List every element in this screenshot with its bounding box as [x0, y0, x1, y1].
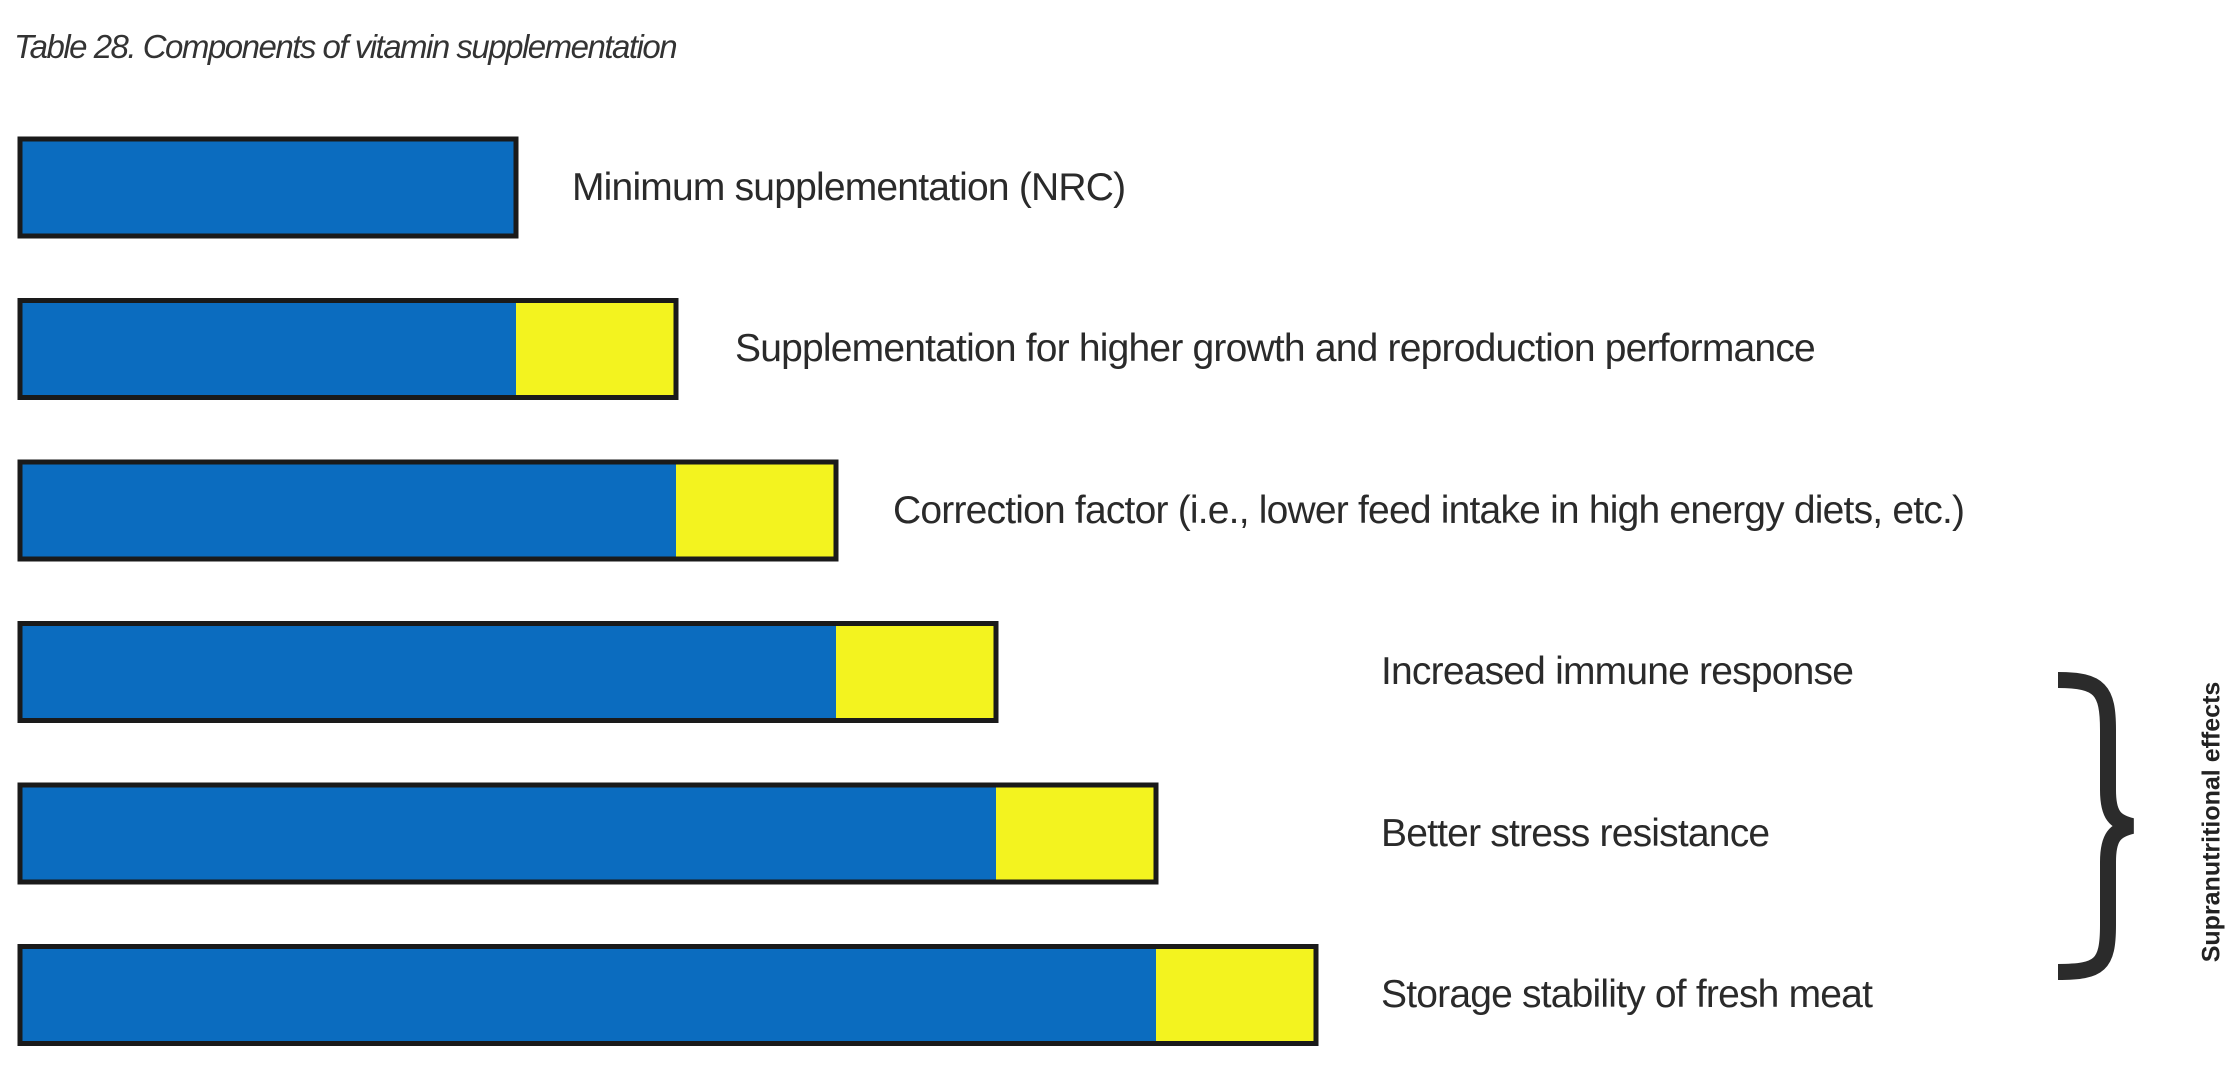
bar-segment-increment [836, 623, 996, 721]
bar-segment-base [20, 300, 516, 398]
bar-outline [17, 944, 1319, 1046]
chart-title: Table 28. Components of vitamin suppleme… [14, 28, 678, 65]
bar-segment-base [20, 462, 676, 559]
bar-outline [17, 136, 519, 239]
bar-outline [17, 782, 1159, 885]
bar-segment-base [20, 139, 516, 236]
supranutritional-effects-label: Supranutritional effects [2197, 681, 2226, 963]
bar-segment-base [20, 946, 1156, 1044]
bar-segment-base [20, 623, 836, 721]
category-label: Supplementation for higher growth and re… [735, 327, 1816, 370]
category-label: Correction factor (i.e., lower feed inta… [893, 488, 1965, 532]
bar-segment-increment [676, 462, 836, 559]
bar-outline [17, 621, 999, 723]
bar-outline [17, 459, 839, 562]
bar-segment-base [20, 785, 996, 882]
curly-brace-icon [2057, 672, 2135, 980]
bar-outline [17, 298, 679, 400]
category-label: Storage stability of fresh meat [1381, 973, 1873, 1016]
category-label: Increased immune response [1381, 650, 1854, 693]
bar-segment-increment [996, 785, 1156, 882]
category-label: Better stress resistance [1381, 811, 1770, 855]
category-label: Minimum supplementation (NRC) [572, 165, 1126, 209]
bar-segment-increment [516, 300, 676, 398]
bar-segment-increment [1156, 946, 1316, 1044]
